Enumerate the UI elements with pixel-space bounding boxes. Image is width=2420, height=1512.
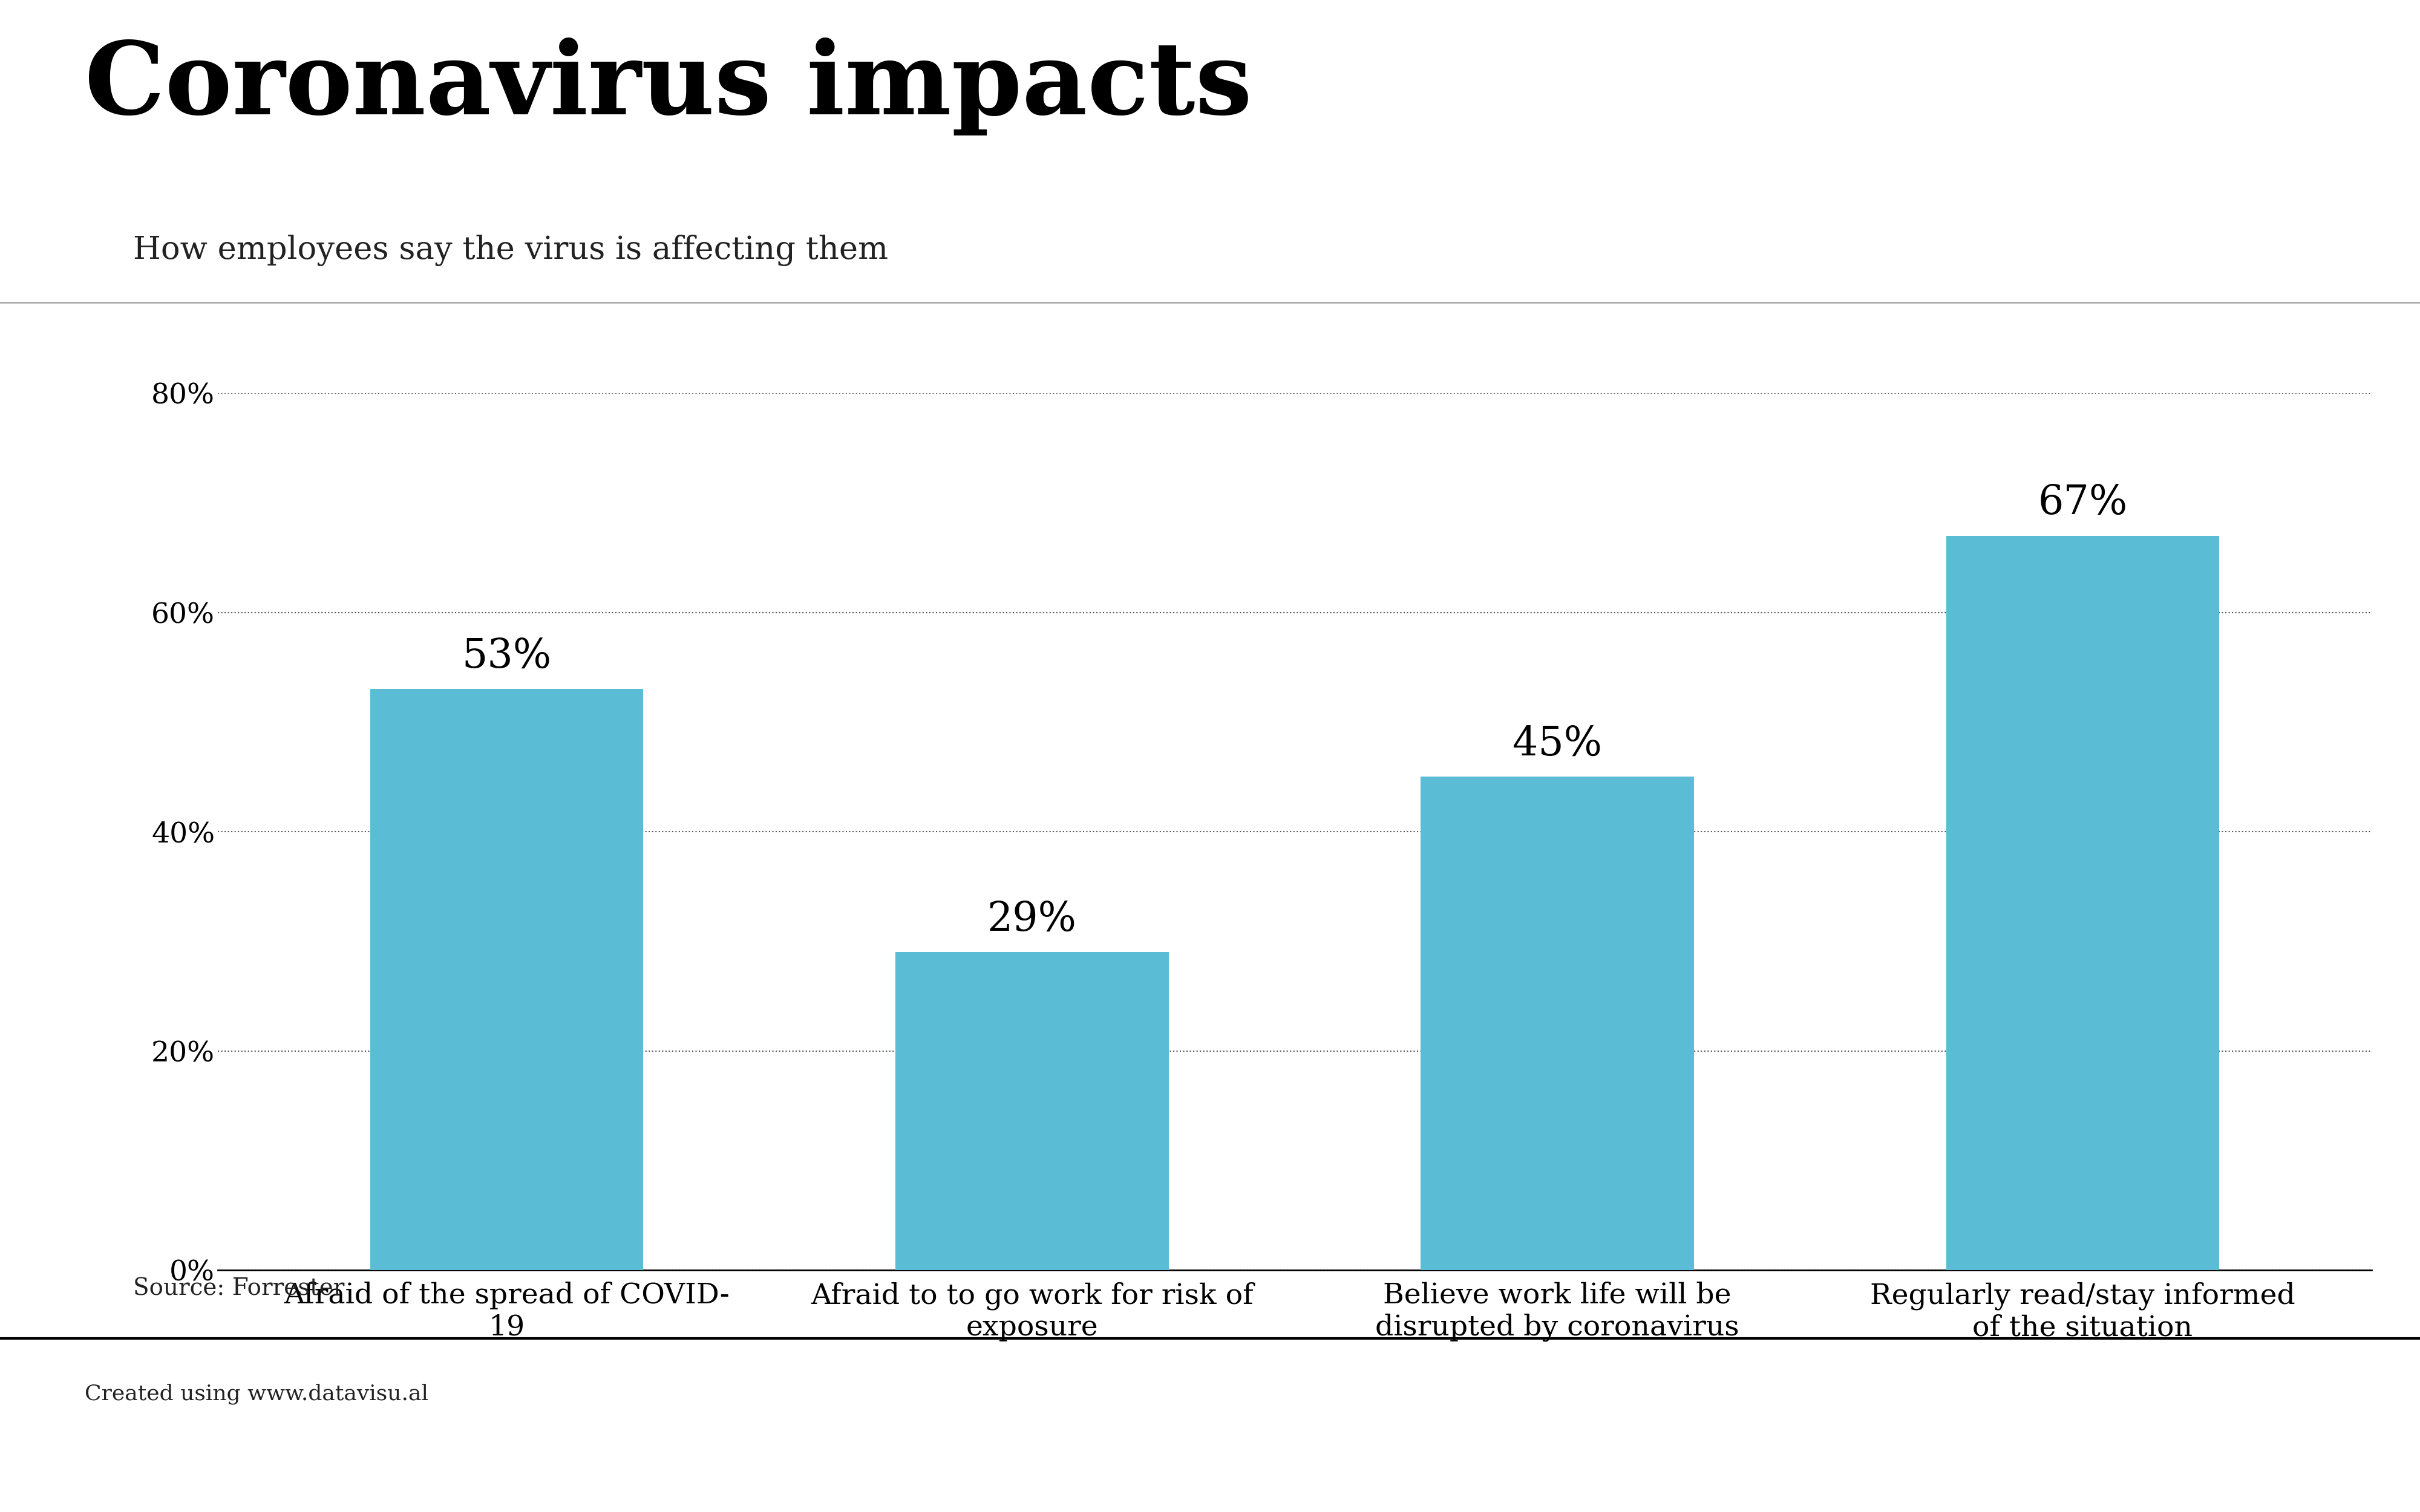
Text: How employees say the virus is affecting them: How employees say the virus is affecting…	[133, 234, 888, 266]
Bar	[1421, 777, 1694, 1270]
Bar	[895, 953, 1169, 1270]
Bar	[1946, 535, 2219, 1270]
Text: 67%: 67%	[2038, 482, 2127, 523]
Text: 45%: 45%	[1512, 724, 1602, 764]
Text: 29%: 29%	[987, 900, 1077, 939]
Text: Created using www.datavisu.al: Created using www.datavisu.al	[85, 1383, 428, 1405]
Bar	[370, 689, 644, 1270]
Text: Coronavirus impacts: Coronavirus impacts	[85, 38, 1251, 136]
Text: 53%: 53%	[462, 637, 552, 676]
Text: Source: Forrester: Source: Forrester	[133, 1278, 344, 1300]
